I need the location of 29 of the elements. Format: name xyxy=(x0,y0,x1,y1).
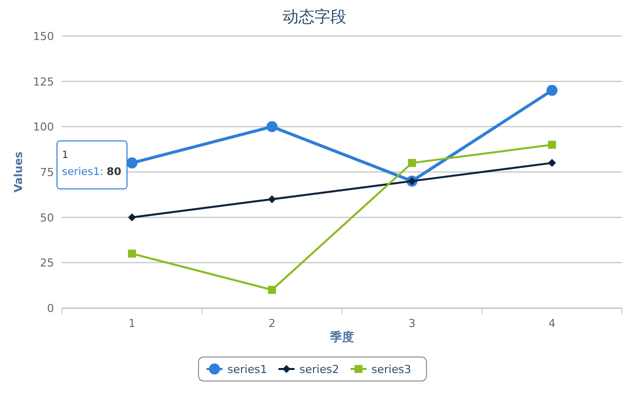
y-tick-label: 75 xyxy=(40,166,54,179)
x-tick-label: 1 xyxy=(128,317,136,330)
annotation: 1 xyxy=(62,150,68,161)
point xyxy=(268,195,276,204)
y-tick-label: 25 xyxy=(40,256,54,270)
y-axis-title: Values xyxy=(12,151,25,192)
y-tick-label: 0 xyxy=(47,302,54,315)
annotation: series1: 80 xyxy=(62,166,122,178)
chart-title: 动态字段 xyxy=(282,7,346,26)
y-tick-label: 100 xyxy=(33,120,54,134)
legend-label: series1 xyxy=(228,363,268,376)
point xyxy=(548,158,556,167)
x-tick-label: 4 xyxy=(548,317,556,330)
point xyxy=(128,250,136,258)
point xyxy=(548,140,556,149)
legend-label: series2 xyxy=(300,363,340,376)
x-axis-title: 季度 xyxy=(329,330,354,344)
point xyxy=(268,286,276,294)
x-tick-label: 2 xyxy=(268,317,276,330)
point xyxy=(408,158,416,167)
point xyxy=(126,157,138,168)
point xyxy=(128,213,136,222)
y-tick-label: 125 xyxy=(33,75,54,88)
y-tick-label: 50 xyxy=(40,211,54,224)
x-tick-label: 3 xyxy=(408,317,416,330)
y-tick-label: 150 xyxy=(33,30,54,43)
point xyxy=(546,84,558,96)
legend-label: series3 xyxy=(372,363,412,376)
point xyxy=(266,121,278,132)
